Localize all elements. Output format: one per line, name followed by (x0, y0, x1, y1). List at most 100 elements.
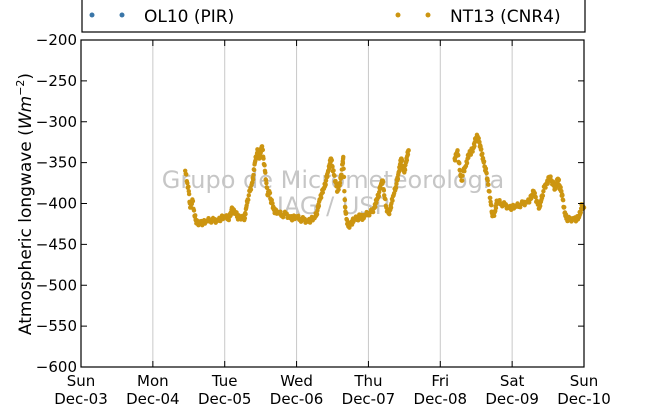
data-point (331, 168, 336, 173)
data-point (480, 151, 485, 156)
data-point (267, 190, 273, 196)
data-point (341, 174, 347, 180)
data-point (343, 205, 348, 210)
data-point (481, 159, 487, 164)
data-point (404, 157, 410, 163)
data-point (462, 169, 467, 174)
x-tick-day: Sun (570, 372, 599, 390)
data-point (477, 139, 482, 145)
data-point (556, 177, 562, 182)
y-tick-label-4: −400 (36, 195, 77, 213)
data-point (485, 178, 490, 183)
data-point (537, 203, 543, 209)
data-point (270, 201, 275, 206)
data-point (370, 209, 376, 215)
data-point (406, 148, 411, 153)
grid (152, 40, 513, 367)
data-point (548, 174, 553, 179)
data-point (263, 170, 268, 175)
legend-label-1: NT13 (CNR4) (450, 7, 561, 27)
data-point (497, 198, 502, 203)
data-point (323, 178, 329, 183)
data-point (325, 174, 330, 179)
data-point (393, 185, 399, 191)
legend-marker (425, 12, 431, 18)
data-point (373, 204, 378, 210)
x-tick-date: Dec-04 (126, 390, 180, 408)
data-point (278, 209, 283, 214)
x-tick-label-1: Mon Dec-04 (126, 372, 180, 408)
data-point (250, 177, 256, 182)
data-point (190, 198, 196, 204)
legend-marker (89, 12, 95, 18)
data-point (320, 190, 325, 195)
data-point (578, 210, 583, 215)
data-point (397, 166, 402, 171)
data-point (260, 147, 265, 153)
data-point (342, 189, 347, 194)
x-tick-label-5: Fri Dec-08 (414, 372, 468, 408)
data-point (296, 213, 301, 218)
x-tick-date: Dec-03 (54, 390, 108, 408)
data-point (455, 148, 460, 153)
data-point (261, 156, 266, 161)
legend-marker (395, 12, 401, 18)
y-tick-label-6: −500 (36, 276, 77, 294)
data-point (479, 146, 484, 152)
data-point (242, 216, 248, 221)
data-point (541, 189, 546, 194)
y-tick-label-5: −450 (36, 235, 77, 253)
data-point (472, 143, 477, 149)
x-tick-day: Fri (431, 372, 449, 390)
x-tick-day: Sun (67, 372, 96, 390)
data-point (466, 155, 471, 160)
data-point (486, 182, 491, 187)
data-point (185, 180, 190, 186)
data-point (191, 208, 197, 213)
data-point (246, 197, 251, 203)
data-point (264, 180, 269, 186)
data-point (332, 173, 337, 178)
data-point (251, 167, 257, 173)
y-tick-label-0: −200 (36, 31, 77, 49)
y-tick-label-2: −300 (36, 113, 77, 131)
data-point (460, 173, 465, 178)
data-point (377, 189, 382, 195)
data-point (184, 172, 189, 177)
y-tick-label-1: −250 (36, 72, 77, 90)
y-axis-label-text: Atmospheric longwave (16, 141, 36, 335)
data-point (483, 166, 489, 171)
data-point (560, 193, 565, 198)
x-tick-date: Dec-09 (485, 390, 539, 408)
data-point (488, 195, 493, 201)
y-axis-label: Atmospheric longwave (Wm−2) (14, 73, 36, 335)
data-point (543, 185, 548, 190)
x-tick-date: Dec-06 (270, 390, 324, 408)
data-point (400, 157, 405, 163)
y-tick-label-7: −550 (36, 317, 77, 335)
x-tick-date: Dec-08 (414, 390, 468, 408)
y-tick-label-3: −350 (36, 154, 77, 172)
legend-label-0: OL10 (PIR) (144, 7, 234, 27)
data-point (314, 212, 320, 217)
data-point (380, 179, 386, 185)
x-tick-day: Sat (500, 372, 525, 390)
x-tick-date: Dec-10 (557, 390, 611, 408)
legend-marker (119, 12, 125, 18)
x-tick-label-0: Sun Dec-03 (54, 372, 108, 408)
data-point (489, 202, 494, 208)
data-point (533, 194, 538, 200)
data-point (405, 152, 411, 157)
data-point (532, 190, 537, 196)
data-points (182, 132, 587, 230)
data-point (186, 191, 192, 197)
y-tick-label-8: −600 (36, 358, 77, 376)
data-point (330, 164, 335, 169)
data-point (243, 211, 248, 217)
data-point (342, 197, 348, 203)
data-point (341, 166, 346, 171)
data-point (381, 188, 387, 193)
data-point (251, 172, 256, 178)
data-point (487, 189, 492, 194)
